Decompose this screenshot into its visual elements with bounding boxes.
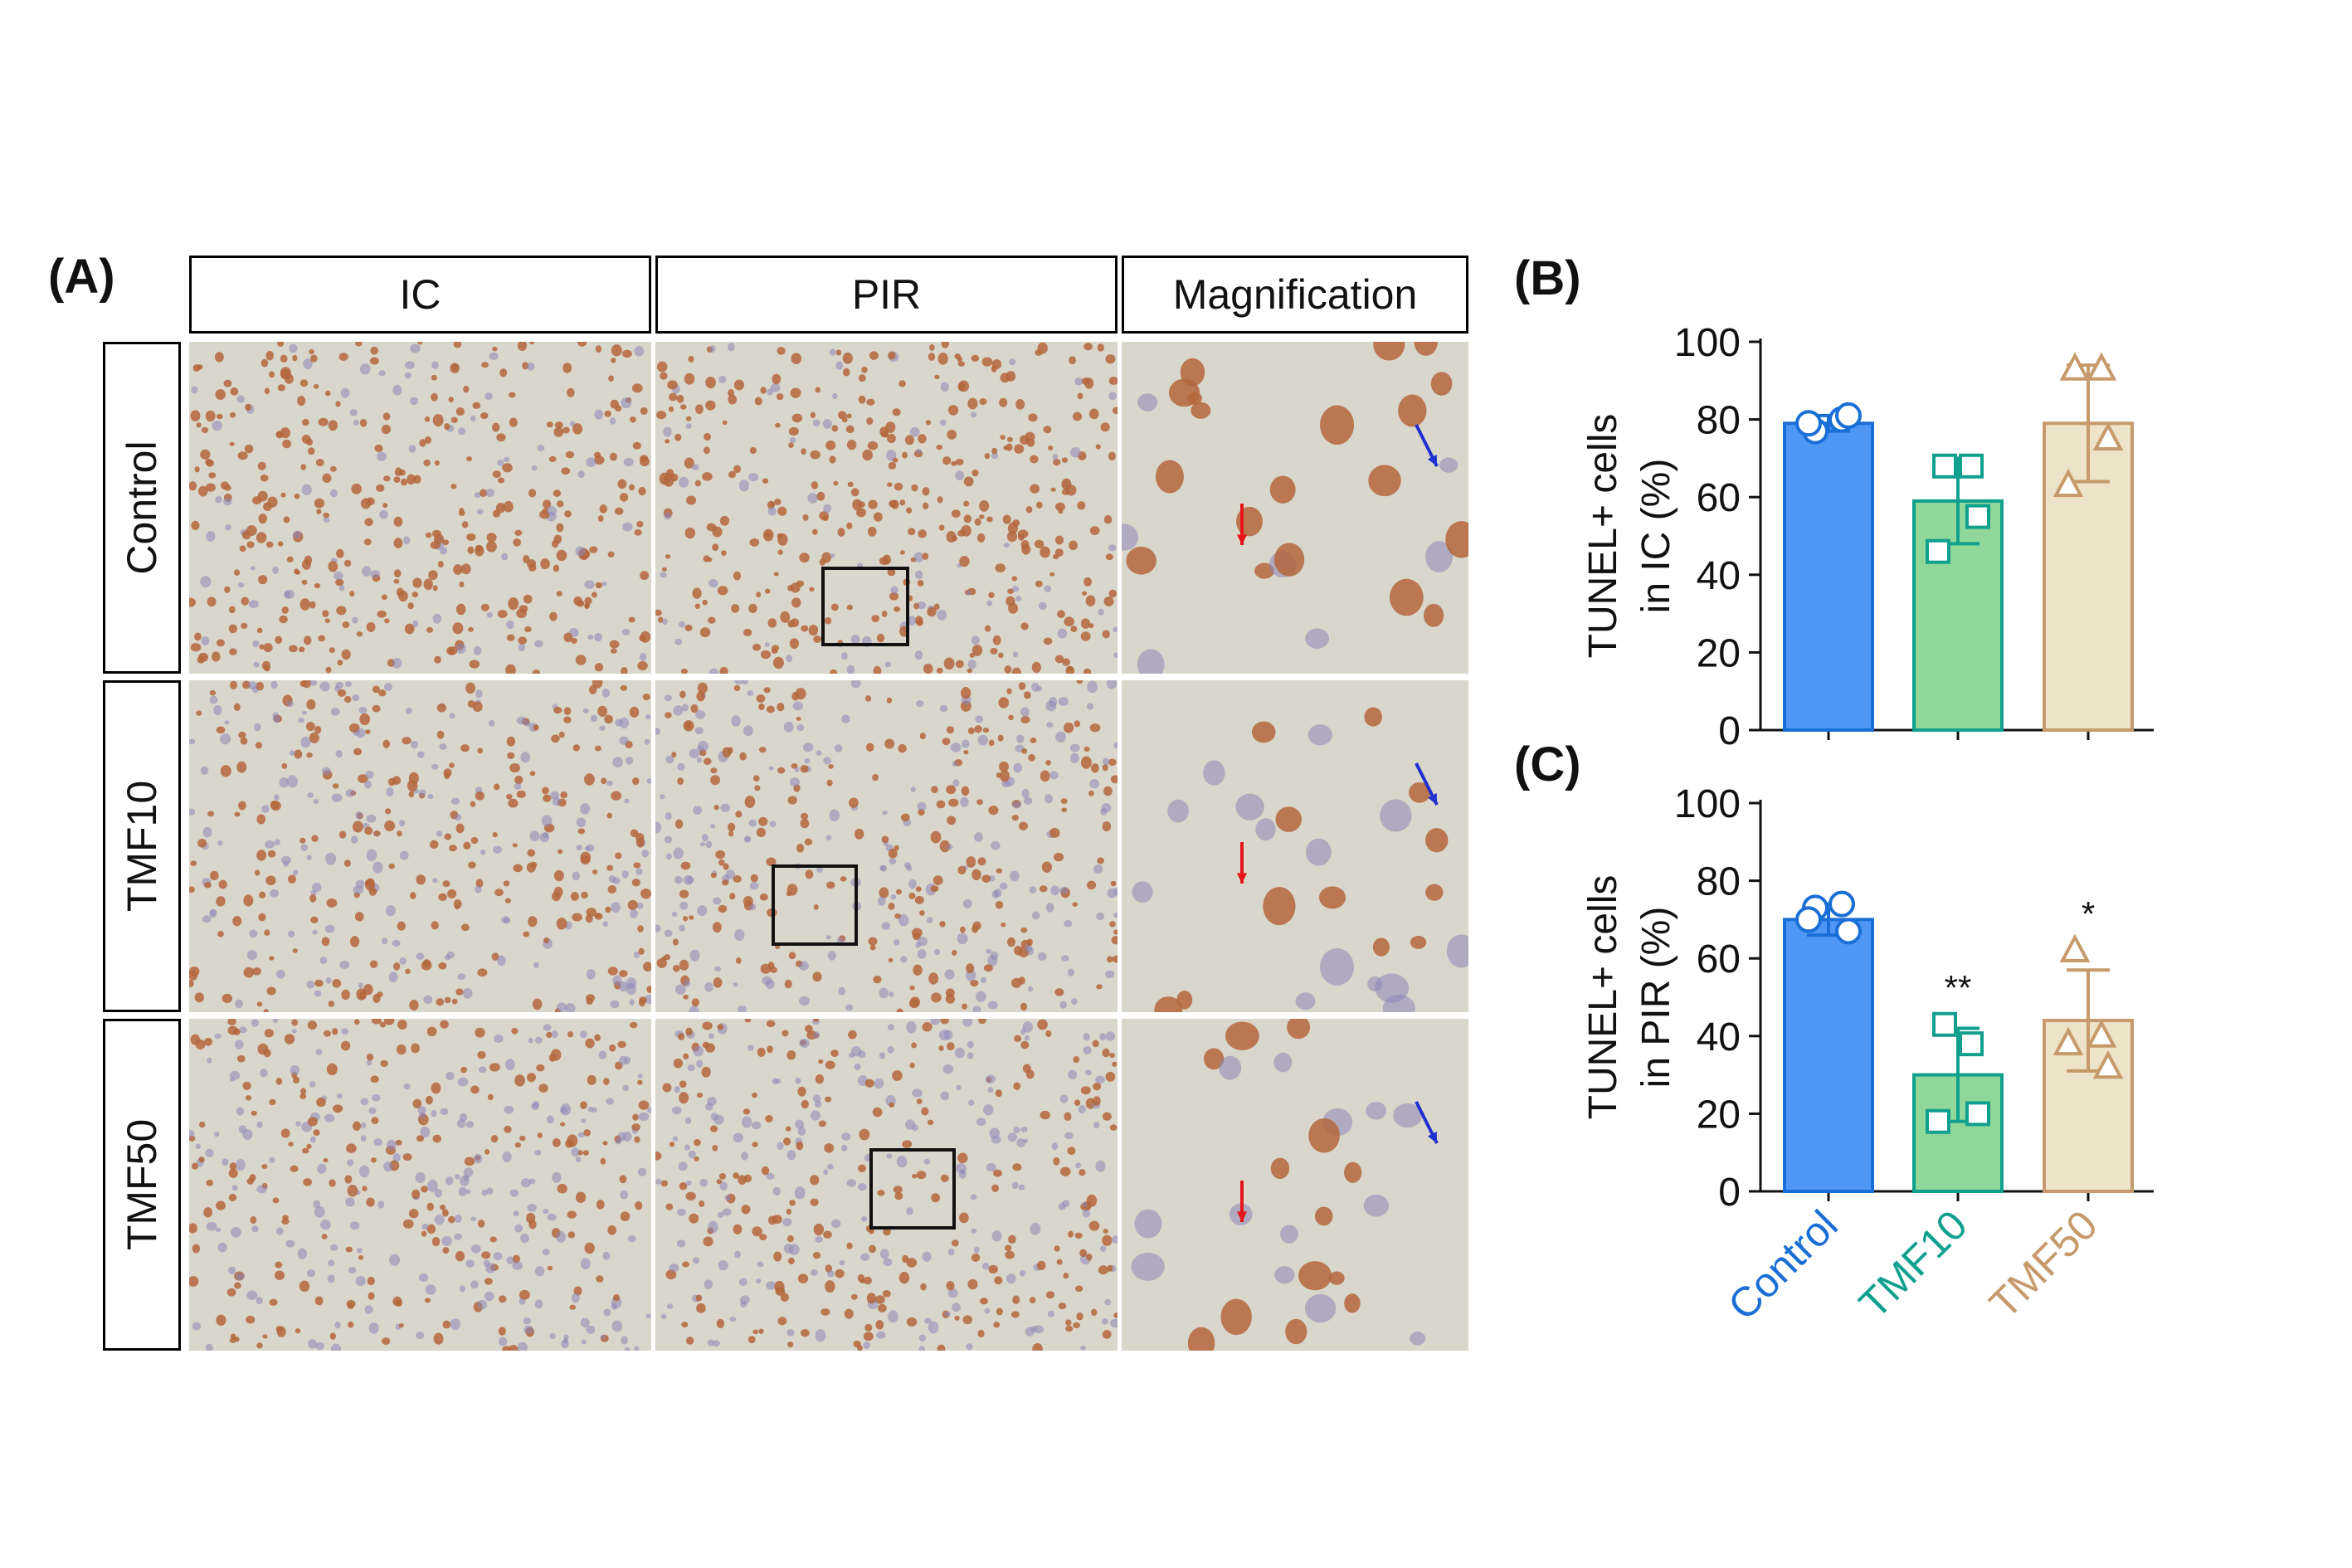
data-point [1835,918,1862,945]
magnification-region-box [821,567,909,646]
y-tick-label: 20 [1697,631,1741,675]
micrograph-tmf50-magnification [1122,1019,1468,1351]
y-axis-label: in IC (%) [1634,459,1678,614]
data-point [1926,1108,1950,1134]
y-axis-label: TUNEL+ cells [1581,414,1625,659]
data-point [1959,453,1984,479]
row-header-tmf10: TMF10 [103,680,181,1012]
x-tick-label-tmf50: TMF50 [1980,1201,2106,1327]
panel-label-c: (C) [1514,738,1581,791]
bar-control [1783,918,1874,1194]
data-point [2059,933,2091,962]
magnification-region-box [772,864,858,946]
column-header-ic: IC [189,256,651,334]
significance-marker: * [2082,894,2095,933]
row-header-control: Control [103,342,181,674]
bar-control [1783,421,1874,732]
data-point [2092,421,2124,450]
micrograph-tmf50-pir [655,1019,1118,1351]
micrograph-tmf10-ic [189,680,651,1012]
column-header-magnification: Magnification [1122,256,1468,334]
data-point [2059,352,2091,381]
data-point [1795,906,1822,933]
micrograph-tmf10-magnification [1122,680,1468,1012]
data-point [1965,504,1990,529]
data-point [2053,468,2084,498]
y-tick-label: 40 [1697,554,1741,598]
x-tick-label-control: Control [1719,1201,1847,1329]
magnification-region-box [869,1148,956,1230]
y-tick-label: 80 [1697,860,1741,904]
column-header-pir: PIR [655,256,1118,334]
y-tick-label: 20 [1697,1093,1741,1137]
data-point [1926,538,1950,564]
y-axis-label: TUNEL+ cells [1581,875,1625,1120]
panel-label-b: (B) [1514,251,1581,305]
y-tick-label: 100 [1674,321,1741,365]
y-axis-label: in PIR (%) [1634,907,1678,1088]
panel-label-a: (A) [48,250,115,304]
data-point [2092,1050,2124,1079]
y-tick-label: 40 [1697,1015,1741,1059]
y-tick-label: 0 [1718,1171,1741,1215]
y-tick-label: 0 [1718,709,1741,753]
micrograph-tmf10-pir [655,680,1118,1012]
micrograph-control-pir [655,342,1118,674]
data-point [1795,410,1822,437]
data-point [1965,1101,1990,1127]
y-tick-label: 100 [1674,782,1741,826]
data-point [1829,890,1855,918]
data-point [2053,1026,2084,1056]
micrograph-control-magnification [1122,342,1468,674]
data-point [1932,453,1957,479]
row-header-tmf50: TMF50 [103,1019,181,1351]
data-point [2086,352,2117,381]
micrograph-tmf50-ic [189,1019,651,1351]
y-tick-label: 60 [1697,937,1741,981]
x-tick-label-tmf10: TMF10 [1850,1201,1976,1327]
significance-marker: ** [1945,968,1972,1007]
y-tick-label: 60 [1697,476,1741,520]
data-point [2086,1019,2117,1048]
micrograph-control-ic [189,342,651,674]
y-tick-label: 80 [1697,399,1741,443]
data-point [1959,1031,1984,1057]
data-point [1835,402,1862,429]
data-point [1932,1011,1957,1037]
